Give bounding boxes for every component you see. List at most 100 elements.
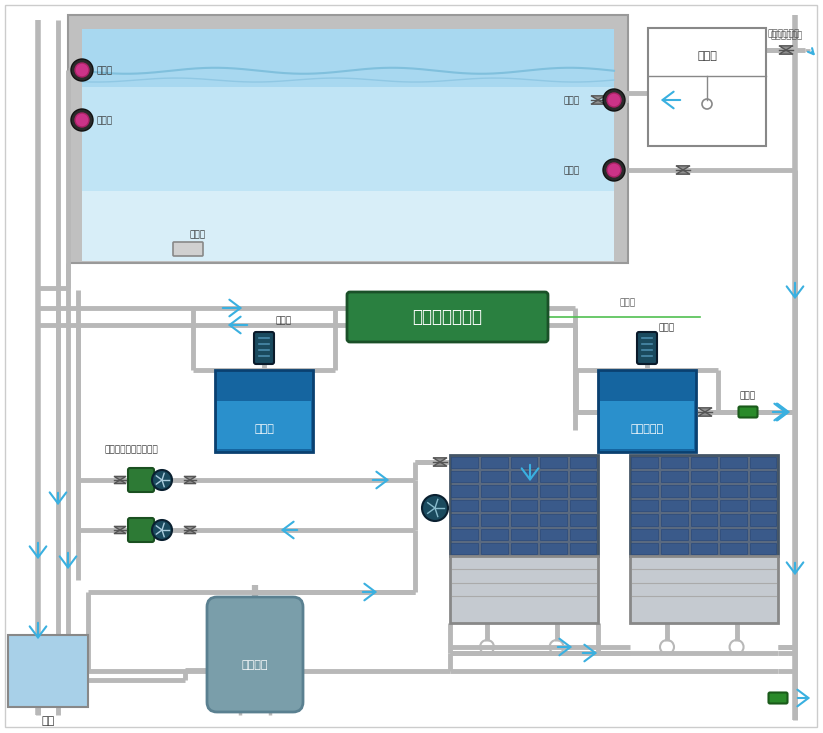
FancyBboxPatch shape [481,528,508,540]
FancyBboxPatch shape [750,485,776,497]
Polygon shape [591,96,605,100]
FancyBboxPatch shape [82,191,614,261]
FancyBboxPatch shape [750,528,776,540]
Text: 混凝剂: 混凝剂 [254,424,274,434]
FancyBboxPatch shape [750,514,776,526]
FancyBboxPatch shape [541,500,567,511]
FancyBboxPatch shape [690,500,718,511]
Text: 排水: 排水 [41,716,54,726]
FancyBboxPatch shape [750,457,776,468]
FancyBboxPatch shape [128,518,154,542]
FancyBboxPatch shape [720,471,747,482]
Polygon shape [184,530,196,534]
Polygon shape [676,170,690,174]
FancyBboxPatch shape [68,15,628,263]
FancyBboxPatch shape [511,528,537,540]
FancyBboxPatch shape [600,401,694,449]
FancyBboxPatch shape [720,500,747,511]
FancyBboxPatch shape [630,556,778,623]
Polygon shape [114,480,126,484]
FancyBboxPatch shape [173,242,203,256]
FancyBboxPatch shape [207,597,303,712]
Polygon shape [779,45,793,50]
Polygon shape [184,480,196,484]
Text: 进水口: 进水口 [564,166,580,175]
Circle shape [75,63,89,77]
Text: 循环口: 循环口 [97,117,113,125]
FancyBboxPatch shape [254,332,274,364]
FancyBboxPatch shape [720,514,747,526]
Circle shape [607,93,621,107]
FancyBboxPatch shape [481,471,508,482]
FancyBboxPatch shape [720,457,747,468]
FancyBboxPatch shape [215,370,313,452]
FancyBboxPatch shape [511,471,537,482]
FancyBboxPatch shape [570,514,597,526]
FancyBboxPatch shape [661,500,688,511]
Polygon shape [184,476,196,480]
FancyBboxPatch shape [452,514,478,526]
Polygon shape [698,408,712,412]
Circle shape [422,495,448,521]
Text: 补水箱: 补水箱 [697,51,717,61]
Text: 过滤沙缸: 过滤沙缸 [242,660,268,670]
FancyBboxPatch shape [720,485,747,497]
FancyBboxPatch shape [570,485,597,497]
FancyBboxPatch shape [511,457,537,468]
FancyBboxPatch shape [570,457,597,468]
Text: 接市政供冷水: 接市政供冷水 [768,29,800,38]
FancyBboxPatch shape [570,528,597,540]
FancyBboxPatch shape [450,455,598,556]
FancyBboxPatch shape [690,457,718,468]
FancyBboxPatch shape [631,457,658,468]
FancyBboxPatch shape [750,500,776,511]
FancyBboxPatch shape [630,455,778,556]
FancyBboxPatch shape [452,528,478,540]
FancyBboxPatch shape [347,292,548,342]
FancyBboxPatch shape [481,500,508,511]
FancyBboxPatch shape [82,87,614,191]
FancyBboxPatch shape [481,485,508,497]
Circle shape [603,159,625,181]
Polygon shape [779,50,793,54]
FancyBboxPatch shape [541,485,567,497]
FancyBboxPatch shape [450,556,598,623]
FancyBboxPatch shape [690,543,718,554]
FancyBboxPatch shape [661,471,688,482]
Polygon shape [114,526,126,530]
FancyBboxPatch shape [541,528,567,540]
FancyBboxPatch shape [661,528,688,540]
Polygon shape [114,476,126,480]
FancyBboxPatch shape [82,29,614,87]
FancyBboxPatch shape [750,543,776,554]
FancyBboxPatch shape [511,514,537,526]
Polygon shape [698,412,712,416]
FancyBboxPatch shape [481,514,508,526]
FancyBboxPatch shape [690,528,718,540]
Polygon shape [433,458,447,462]
FancyBboxPatch shape [541,457,567,468]
Text: 补水口: 补水口 [564,97,580,106]
FancyBboxPatch shape [720,528,747,540]
FancyBboxPatch shape [631,471,658,482]
FancyBboxPatch shape [541,514,567,526]
FancyBboxPatch shape [128,468,154,492]
Polygon shape [676,166,690,170]
Text: 溢流口: 溢流口 [97,67,113,75]
FancyBboxPatch shape [631,500,658,511]
Text: 电子水质监控器: 电子水质监控器 [412,308,482,326]
Circle shape [71,109,93,131]
FancyBboxPatch shape [481,543,508,554]
FancyBboxPatch shape [570,543,597,554]
Circle shape [152,520,172,540]
FancyBboxPatch shape [570,500,597,511]
FancyBboxPatch shape [690,514,718,526]
Circle shape [607,163,621,177]
FancyBboxPatch shape [8,635,88,707]
FancyBboxPatch shape [452,485,478,497]
Text: 过滤水泵连毛发收集器: 过滤水泵连毛发收集器 [105,445,159,454]
FancyBboxPatch shape [631,528,658,540]
Text: 投药泵: 投药泵 [276,316,292,325]
Circle shape [75,113,89,127]
FancyBboxPatch shape [637,332,657,364]
